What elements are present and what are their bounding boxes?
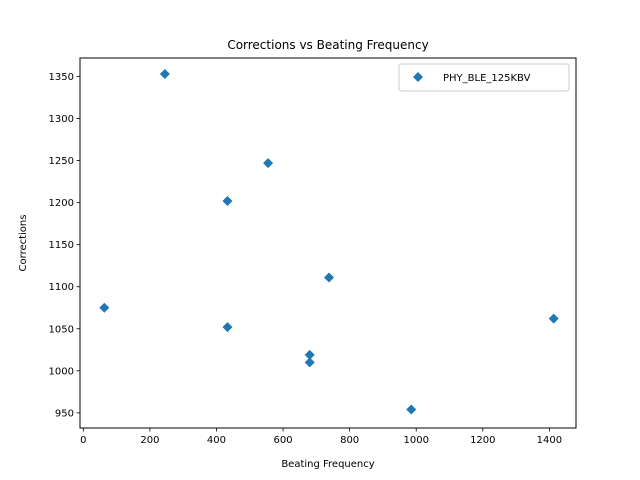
y-tick-label: 950	[55, 408, 74, 419]
y-tick-label: 1200	[49, 198, 74, 209]
x-tick-label: 1000	[403, 435, 428, 446]
data-point	[406, 404, 417, 415]
y-tick-label: 1300	[49, 114, 74, 125]
data-points	[99, 68, 559, 415]
data-point	[222, 322, 233, 333]
data-point	[548, 313, 559, 324]
x-tick-label: 800	[340, 435, 359, 446]
data-point	[222, 195, 233, 206]
x-tick-label: 600	[274, 435, 293, 446]
y-tick-label: 1100	[49, 282, 74, 293]
data-point	[159, 68, 170, 79]
data-point	[99, 302, 110, 313]
data-point	[323, 272, 334, 283]
y-tick-label: 1250	[49, 156, 74, 167]
legend: PHY_BLE_125KBV	[398, 63, 570, 92]
data-point	[304, 349, 315, 360]
plot-area-frame	[79, 57, 577, 429]
x-tick-label: 200	[140, 435, 159, 446]
x-tick-label: 0	[80, 435, 86, 446]
data-point	[263, 158, 274, 169]
x-axis-label: Beating Frequency	[281, 459, 374, 470]
y-tick-label: 1050	[49, 324, 74, 335]
y-tick-label: 1000	[49, 366, 74, 377]
legend-marker-icon	[413, 72, 423, 82]
x-tick-label: 400	[207, 435, 226, 446]
y-axis-label: Corrections	[18, 215, 29, 272]
x-tick-label: 1400	[537, 435, 562, 446]
legend-box	[398, 63, 570, 92]
y-tick-label: 1350	[49, 72, 74, 83]
x-tick-label: 1200	[470, 435, 495, 446]
chart-title: Corrections vs Beating Frequency	[227, 38, 428, 52]
data-point	[304, 357, 315, 368]
legend-entry-label: PHY_BLE_125KBV	[443, 73, 531, 84]
x-axis: 0 200 400 600 800 1000 1200 1400	[80, 428, 562, 446]
y-tick-label: 1150	[49, 240, 74, 251]
y-axis: 950 1000 1050 1100 1150 1200 1250 1300 1350	[49, 72, 80, 419]
